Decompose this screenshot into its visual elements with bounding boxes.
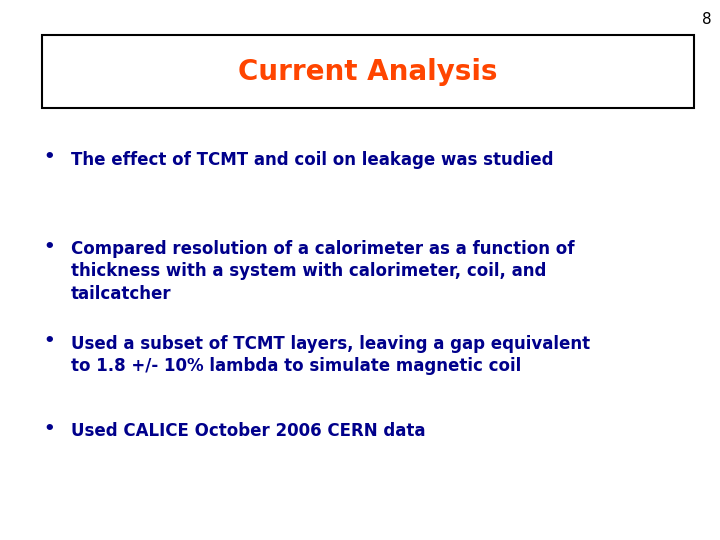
Text: •: • (43, 420, 55, 437)
Text: 8: 8 (702, 12, 711, 27)
Text: Compared resolution of a calorimeter as a function of
thickness with a system wi: Compared resolution of a calorimeter as … (71, 240, 574, 303)
Text: •: • (43, 148, 55, 166)
Text: Used a subset of TCMT layers, leaving a gap equivalent
to 1.8 +/- 10% lambda to : Used a subset of TCMT layers, leaving a … (71, 335, 590, 375)
Text: The effect of TCMT and coil on leakage was studied: The effect of TCMT and coil on leakage w… (71, 151, 553, 169)
Text: •: • (43, 332, 55, 350)
Text: Current Analysis: Current Analysis (238, 58, 498, 85)
Text: •: • (43, 238, 55, 255)
FancyBboxPatch shape (42, 35, 694, 108)
Text: Used CALICE October 2006 CERN data: Used CALICE October 2006 CERN data (71, 422, 425, 440)
